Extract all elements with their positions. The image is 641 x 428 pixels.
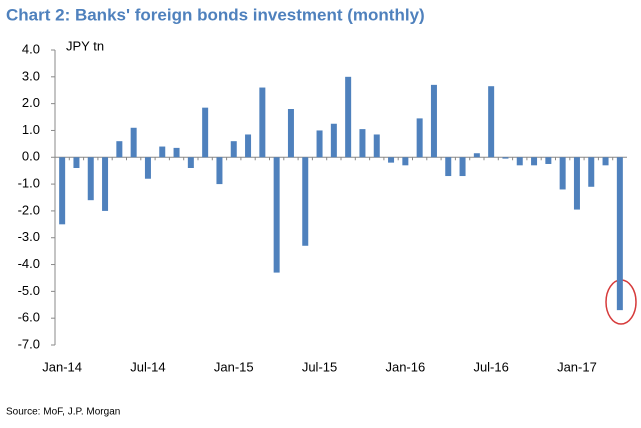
unit-label: JPY tn — [66, 38, 104, 53]
bar — [202, 107, 209, 158]
bar — [559, 157, 566, 190]
bar — [388, 157, 395, 163]
x-tick-label: Jan-17 — [557, 359, 597, 374]
chart-title: Chart 2: Banks' foreign bonds investment… — [6, 5, 425, 24]
x-tick-label: Jan-16 — [385, 359, 425, 374]
y-tick-label: 2.0 — [22, 95, 40, 110]
y-tick-label: -5.0 — [18, 283, 40, 298]
bar — [602, 157, 609, 166]
bar — [59, 157, 66, 225]
bar — [545, 157, 552, 164]
bar — [516, 157, 523, 166]
bar — [173, 147, 180, 158]
bar — [573, 157, 580, 210]
x-tick-label: Jan-14 — [42, 359, 82, 374]
bar — [130, 127, 137, 158]
y-tick-label: 1.0 — [22, 122, 40, 137]
bar — [588, 157, 595, 187]
bar — [259, 87, 266, 158]
x-tick-label: Jul-16 — [473, 359, 508, 374]
bar — [459, 157, 466, 177]
source: Source: MoF, J.P. Morgan — [6, 407, 120, 418]
y-tick-label: 3.0 — [22, 68, 40, 83]
bar — [416, 118, 423, 158]
bar — [216, 157, 223, 185]
bar — [316, 130, 323, 158]
bar — [473, 153, 480, 158]
bar — [430, 84, 437, 158]
bar — [159, 146, 166, 158]
bar — [116, 141, 123, 158]
bar — [531, 157, 538, 166]
bar — [488, 86, 495, 158]
y-tick-label: -4.0 — [18, 256, 40, 271]
bar — [87, 157, 94, 201]
y-tick-label: -3.0 — [18, 229, 40, 244]
x-tick-label: Jul-14 — [130, 359, 165, 374]
bar — [359, 129, 366, 158]
bar — [616, 157, 623, 311]
bar — [245, 134, 252, 158]
bar — [73, 157, 80, 168]
y-tick-label: -6.0 — [18, 310, 40, 325]
y-tick-label: 0.0 — [22, 149, 40, 164]
bar — [273, 157, 280, 273]
bar — [230, 141, 237, 158]
bar — [102, 157, 109, 211]
bar — [345, 76, 352, 158]
bar — [302, 157, 309, 246]
y-tick-label: -2.0 — [18, 202, 40, 217]
bar — [144, 157, 151, 179]
x-tick-label: Jul-15 — [302, 359, 337, 374]
bar — [287, 109, 294, 158]
y-tick-label: 4.0 — [22, 41, 40, 56]
bar — [373, 134, 380, 158]
bar — [445, 157, 452, 177]
bar — [330, 123, 337, 158]
bar — [402, 157, 409, 166]
bar — [502, 157, 509, 159]
y-tick-label: -1.0 — [18, 176, 40, 191]
bar — [187, 157, 194, 168]
x-tick-label: Jan-15 — [214, 359, 254, 374]
y-tick-label: -7.0 — [18, 336, 40, 351]
